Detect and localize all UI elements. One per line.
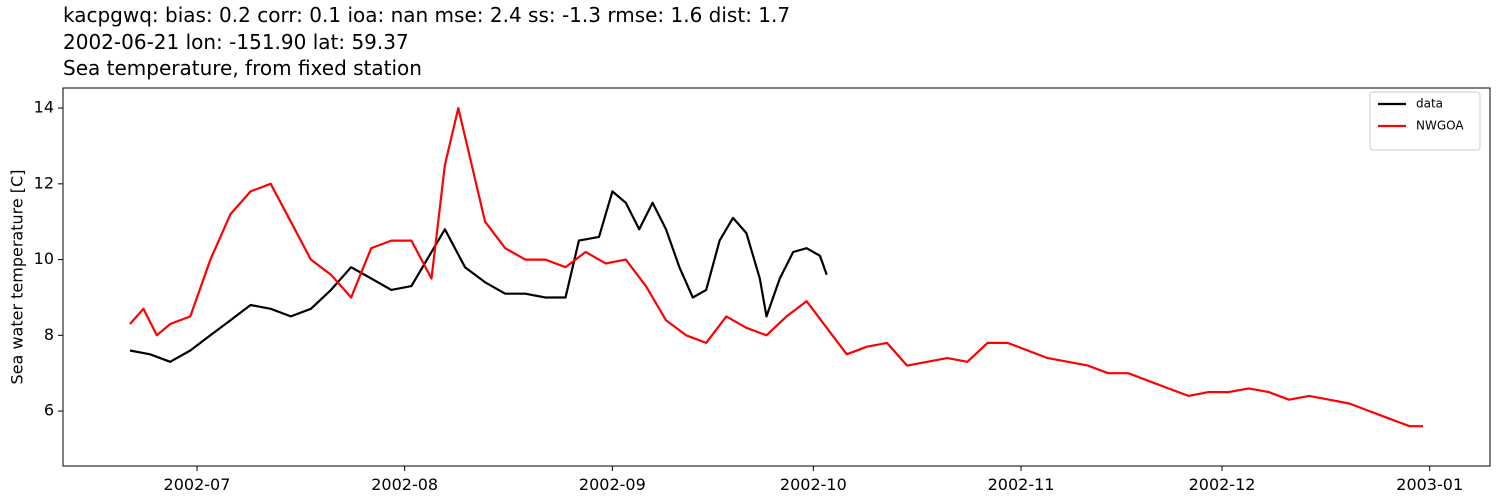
- x-tick-label: 2003-01: [1396, 475, 1463, 494]
- x-tick-label: 2002-07: [164, 475, 231, 494]
- x-tick-label: 2002-08: [371, 475, 438, 494]
- y-tick-label: 10: [34, 249, 54, 268]
- x-tick-label: 2002-09: [579, 475, 646, 494]
- plot-frame: [62, 87, 1491, 467]
- x-tick-label: 2002-12: [1189, 475, 1256, 494]
- x-tick-label: 2002-10: [780, 475, 847, 494]
- y-tick-label: 12: [34, 173, 54, 192]
- y-tick-label: 6: [44, 401, 54, 420]
- legend-label: data: [1416, 97, 1443, 111]
- title-line: kacpgwq: bias: 0.2 corr: 0.1 ioa: nan ms…: [63, 3, 790, 27]
- title-line: Sea temperature, from fixed station: [63, 56, 422, 80]
- series-line: [129, 190, 828, 363]
- legend-box: [1369, 91, 1481, 151]
- series-line: [129, 107, 1423, 428]
- y-tick-label: 14: [34, 98, 54, 117]
- legend-label: NWGOA: [1416, 119, 1464, 133]
- x-tick-label: 2002-11: [988, 475, 1055, 494]
- y-tick-label: 8: [44, 325, 54, 344]
- title-line: 2002-06-21 lon: -151.90 lat: 59.37: [63, 30, 409, 54]
- y-axis-label: Sea water temperature [C]: [8, 170, 27, 385]
